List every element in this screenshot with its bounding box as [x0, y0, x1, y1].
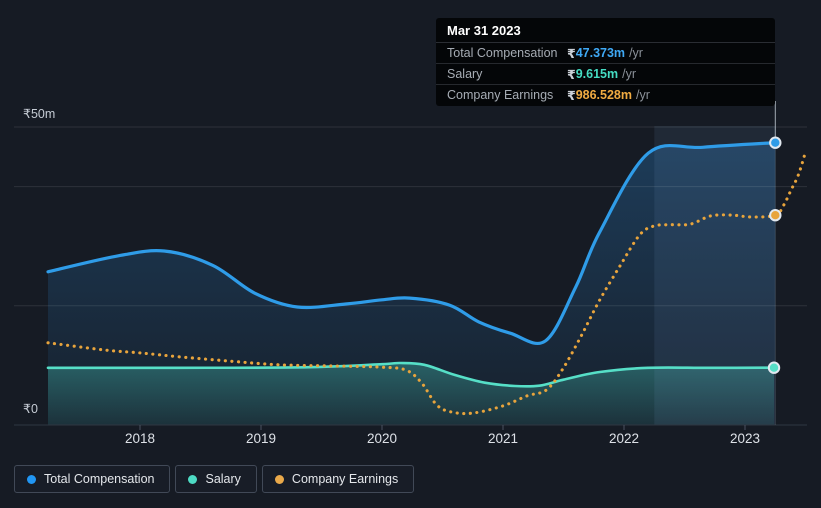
tooltip-row-label: Salary	[447, 67, 483, 81]
series-line-solid	[46, 141, 777, 346]
chart-series-lines	[46, 136, 808, 416]
data-point-marker[interactable]	[767, 361, 781, 374]
legend-item-label: Salary	[205, 472, 241, 486]
tooltip-row-suffix: /yr	[629, 46, 643, 60]
currency-symbol: ₹	[567, 88, 576, 103]
x-axis-label-2018: 2018	[125, 431, 155, 446]
y-axis-label-50m: ₹50m	[23, 107, 55, 121]
x-axis-label-2021: 2021	[488, 431, 518, 446]
currency-symbol: ₹	[567, 46, 576, 61]
x-axis-label-2020: 2020	[367, 431, 397, 446]
tooltip-row-total-compensation: Total Compensation ₹47.373m/yr	[436, 43, 775, 64]
series-line-solid	[46, 361, 776, 388]
tooltip-row-suffix: /yr	[622, 67, 636, 81]
tooltip-row-value: 986.528m	[575, 88, 633, 102]
series-line-dotted	[46, 150, 808, 416]
currency-symbol: ₹	[567, 67, 576, 82]
tooltip-row-value: 9.615m	[575, 67, 619, 81]
company-earnings-dot-icon	[274, 474, 284, 484]
x-axis-label-2022: 2022	[609, 431, 639, 446]
area-fill	[48, 142, 776, 425]
x-axis-label-2019: 2019	[246, 431, 276, 446]
legend-item-total-compensation[interactable]: Total Compensation	[14, 465, 171, 493]
legend-item-label: Total Compensation	[44, 472, 155, 486]
tooltip-row-salary: Salary ₹9.615m/yr	[436, 64, 775, 85]
tooltip-row-value: 47.373m	[575, 46, 626, 60]
tooltip-row-label: Company Earnings	[447, 88, 554, 102]
area-fill	[48, 362, 774, 425]
tooltip-row-suffix: /yr	[636, 88, 650, 102]
data-point-marker[interactable]	[769, 136, 782, 149]
legend-item-company-earnings[interactable]: Company Earnings	[261, 465, 415, 493]
tooltip-row-label: Total Compensation	[447, 46, 558, 60]
tooltip-row-company-earnings: Company Earnings ₹986.528m/yr	[436, 85, 775, 105]
chart-tooltip: Mar 31 2023 Total Compensation ₹47.373m /…	[436, 18, 775, 106]
x-axis-labels: 2018 2019 2020 2021 2022 2023	[125, 431, 760, 446]
salary-dot-icon	[188, 474, 198, 484]
chart-fills-and-grid	[14, 101, 807, 430]
highlight-band	[654, 126, 776, 425]
legend-item-salary[interactable]: Salary	[175, 465, 257, 493]
tooltip-date: Mar 31 2023	[436, 18, 775, 43]
y-axis-label-0: ₹0	[23, 402, 38, 416]
x-axis-label-2023: 2023	[730, 431, 760, 446]
total-compensation-dot-icon	[27, 474, 36, 484]
data-point-marker[interactable]	[769, 209, 782, 222]
legend-item-label: Company Earnings	[291, 472, 399, 486]
chart-legend: Total Compensation Salary Company Earnin…	[14, 465, 415, 493]
